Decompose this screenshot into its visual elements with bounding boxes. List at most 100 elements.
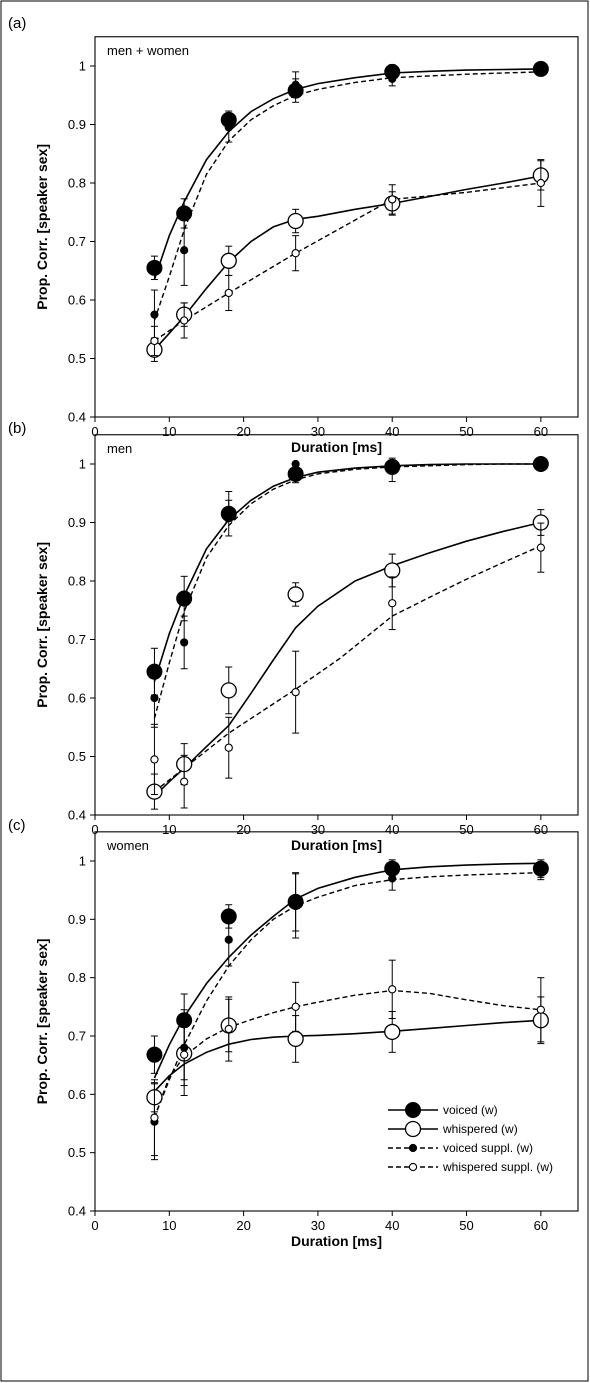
fit-curve-solid <box>153 1019 541 1092</box>
series-points-small-open <box>150 959 545 1157</box>
data-point-small-open <box>224 743 233 752</box>
x-tick-label: 50 <box>459 1218 473 1233</box>
y-tick-label: 0.4 <box>68 808 86 823</box>
fit-curve-solid <box>153 68 541 280</box>
series-points-small-filled <box>150 64 545 340</box>
series-points-large-open <box>146 160 549 362</box>
x-tick-label: 50 <box>459 424 473 439</box>
fit-curve-dashed <box>153 989 541 1118</box>
x-tick-label: 20 <box>236 822 250 837</box>
data-point-small-open <box>388 599 397 608</box>
data-point-small-open <box>536 178 545 188</box>
y-tick-label: 0.9 <box>68 515 86 530</box>
data-point-small-filled <box>150 310 159 319</box>
data-point-large-filled <box>146 1046 163 1063</box>
data-point-small-open <box>180 316 189 325</box>
data-point-small-open <box>150 1113 159 1122</box>
data-point-small-filled <box>388 874 397 883</box>
y-tick-label: 0.8 <box>68 970 86 985</box>
data-point-large-open <box>220 682 237 699</box>
data-point-large-filled <box>176 590 193 607</box>
legend-label: whispered suppl. (w) <box>442 1160 553 1174</box>
data-point-small-filled <box>180 638 189 647</box>
data-point-small-open <box>388 985 397 994</box>
series-points-large-open <box>146 996 549 1113</box>
series-points-large-filled <box>146 859 549 1074</box>
chart-panel-a: (a) men + women 0 10 20 30 40 50 60 0.4 0.5 0.6 0.7 0… <box>8 15 579 455</box>
x-tick-label: 20 <box>236 1218 250 1233</box>
x-tick-label: 30 <box>311 822 325 837</box>
y-axis-title: Prop. Corr. [speaker sex] <box>34 542 50 708</box>
series-small-open <box>153 989 541 1118</box>
panel-label: (a) <box>8 15 26 32</box>
x-tick-label: 40 <box>385 424 399 439</box>
y-tick-label: 1 <box>79 59 86 74</box>
data-point-small-filled <box>536 64 545 74</box>
x-tick-label: 10 <box>162 424 176 439</box>
y-tick-label: 0.8 <box>68 574 86 589</box>
legend-label: whispered (w) <box>442 1122 518 1136</box>
panel-annotation: women <box>106 838 149 853</box>
fit-curve-dashed <box>153 463 541 719</box>
data-point-small-open <box>224 288 233 298</box>
series-small-open <box>153 545 542 793</box>
fit-curve-dashed <box>153 71 541 321</box>
series-points-small-open <box>150 159 545 357</box>
y-tick-label: 0.5 <box>68 351 86 366</box>
fit-curve-solid <box>153 463 541 682</box>
x-tick-label: 10 <box>162 822 176 837</box>
series-points-large-open <box>146 509 549 810</box>
data-point-small-filled <box>224 935 233 944</box>
y-tick-label: 0.9 <box>68 912 86 927</box>
data-point-small-open <box>291 249 300 258</box>
data-point-large-open <box>287 212 304 230</box>
x-axis-title: Duration [ms] <box>291 1233 382 1249</box>
x-tick-label: 20 <box>236 424 250 439</box>
y-tick-label: 0.9 <box>68 117 86 132</box>
x-axis-title: Duration [ms] <box>291 439 382 455</box>
series-large-open <box>153 521 541 797</box>
y-tick-label: 1 <box>79 854 86 869</box>
x-tick-label: 60 <box>534 424 548 439</box>
data-point-small-open <box>150 755 159 764</box>
data-point-small-filled <box>388 465 397 474</box>
data-point-small-open <box>536 1005 545 1014</box>
fit-curve-solid <box>153 521 541 797</box>
series-large-filled <box>153 862 541 1079</box>
panel-label: (c) <box>8 817 26 834</box>
data-point-large-open <box>287 1030 304 1048</box>
data-point-large-filled <box>287 465 304 482</box>
x-tick-label: 30 <box>311 1218 325 1233</box>
data-point-large-open <box>384 562 401 579</box>
fit-curve-dashed <box>153 545 542 793</box>
legend-marker-small-filled <box>408 1143 418 1153</box>
data-point-small-open <box>536 543 545 552</box>
fit-curve-solid <box>153 175 541 351</box>
data-point-small-filled <box>291 901 300 911</box>
y-tick-label: 1 <box>79 457 86 472</box>
y-tick-label: 0.4 <box>68 410 86 425</box>
data-point-large-open <box>220 252 237 269</box>
x-tick-label: 40 <box>385 1218 399 1233</box>
series-large-open <box>153 1019 541 1092</box>
data-point-small-open <box>180 777 189 786</box>
y-tick-label: 0.6 <box>68 691 86 706</box>
y-axis-title: Prop. Corr. [speaker sex] <box>34 939 50 1105</box>
y-tick-label: 0.4 <box>68 1204 86 1219</box>
series-small-filled <box>153 463 541 719</box>
y-tick-label: 0.5 <box>68 749 86 764</box>
x-tick-label: 10 <box>162 1218 176 1233</box>
panel-label: (b) <box>8 420 26 437</box>
data-point-large-filled <box>146 259 163 276</box>
data-point-small-filled <box>536 868 545 877</box>
y-tick-label: 0.6 <box>68 1087 86 1102</box>
data-point-small-filled <box>291 459 300 469</box>
chart-panel-b: (b) men 0 10 20 30 40 50 60 0.4 0.5 0.6 0.7 0.8 0.9 1 Du… <box>8 420 579 853</box>
panel-annotation: men + women <box>107 43 189 58</box>
x-tick-label: 30 <box>311 424 325 439</box>
series-points-small-filled <box>150 457 545 728</box>
y-tick-label: 0.7 <box>68 1029 86 1044</box>
fit-curve-dashed <box>154 182 541 342</box>
legend-marker-small-open <box>408 1162 418 1172</box>
